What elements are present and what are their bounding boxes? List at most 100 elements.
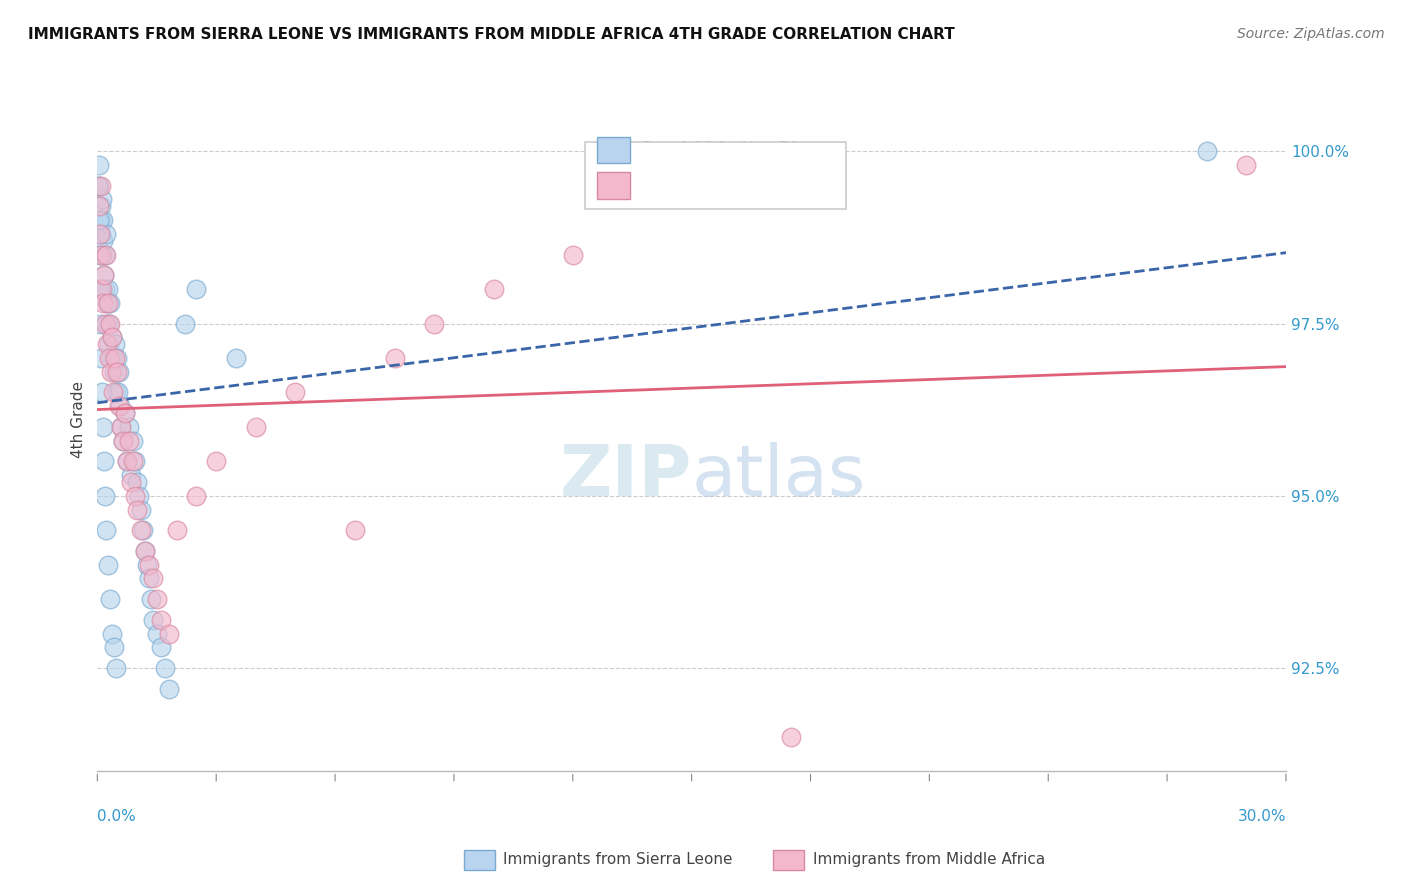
Text: 0.0%: 0.0%	[97, 809, 136, 824]
Point	[90, 385, 112, 400]
Point	[97, 558, 120, 572]
Point	[122, 454, 145, 468]
Point	[482, 282, 505, 296]
Point	[91, 213, 114, 227]
Point	[125, 475, 148, 489]
Point	[128, 489, 150, 503]
Point	[1195, 145, 1218, 159]
Point	[153, 661, 176, 675]
Point	[93, 268, 115, 283]
Point	[112, 434, 135, 448]
Point	[91, 234, 114, 248]
Text: ZIP: ZIP	[560, 442, 692, 511]
Point	[146, 626, 169, 640]
Point	[166, 523, 188, 537]
Point	[138, 558, 160, 572]
Point	[105, 351, 128, 365]
Point	[561, 247, 583, 261]
Point	[129, 502, 152, 516]
Point	[91, 282, 114, 296]
Point	[146, 592, 169, 607]
FancyBboxPatch shape	[585, 143, 846, 209]
Point	[87, 178, 110, 193]
Point	[98, 295, 121, 310]
Point	[98, 337, 121, 351]
Point	[173, 317, 195, 331]
Point	[142, 613, 165, 627]
Point	[90, 213, 112, 227]
Point	[103, 385, 125, 400]
Point	[100, 592, 122, 607]
Point	[89, 227, 111, 241]
Point	[120, 468, 142, 483]
Point	[90, 227, 112, 241]
Point	[91, 247, 114, 261]
Point	[135, 558, 157, 572]
Point	[149, 613, 172, 627]
Text: Immigrants from Middle Africa: Immigrants from Middle Africa	[813, 853, 1045, 867]
Point	[90, 178, 112, 193]
Point	[107, 385, 129, 400]
Point	[186, 489, 208, 503]
Point	[103, 351, 125, 365]
Point	[104, 337, 127, 351]
Point	[129, 523, 152, 537]
Point	[90, 351, 112, 365]
Point	[94, 282, 117, 296]
Point	[87, 199, 110, 213]
Point	[225, 351, 247, 365]
Point	[89, 282, 111, 296]
Point	[124, 454, 146, 468]
Point	[93, 454, 115, 468]
FancyBboxPatch shape	[596, 172, 630, 199]
Point	[157, 681, 180, 696]
Point	[110, 420, 132, 434]
Point	[125, 502, 148, 516]
Point	[110, 399, 132, 413]
Text: Immigrants from Sierra Leone: Immigrants from Sierra Leone	[503, 853, 733, 867]
Point	[87, 247, 110, 261]
Point	[384, 351, 406, 365]
Point	[284, 385, 307, 400]
Point	[134, 544, 156, 558]
Point	[110, 420, 132, 434]
Text: R = 0.226   N = 70: R = 0.226 N = 70	[641, 140, 799, 159]
Point	[118, 420, 141, 434]
Text: IMMIGRANTS FROM SIERRA LEONE VS IMMIGRANTS FROM MIDDLE AFRICA 4TH GRADE CORRELAT: IMMIGRANTS FROM SIERRA LEONE VS IMMIGRAN…	[28, 27, 955, 42]
Text: atlas: atlas	[692, 442, 866, 511]
Point	[108, 365, 131, 379]
Point	[343, 523, 366, 537]
Point	[89, 247, 111, 261]
Point	[104, 661, 127, 675]
Point	[105, 385, 128, 400]
Point	[112, 434, 135, 448]
Point	[89, 199, 111, 213]
Point	[105, 365, 128, 379]
Point	[96, 317, 118, 331]
Point	[104, 351, 127, 365]
Point	[101, 330, 124, 344]
Point	[94, 247, 117, 261]
Point	[101, 626, 124, 640]
Point	[97, 282, 120, 296]
Point	[138, 572, 160, 586]
Point	[139, 592, 162, 607]
Text: R = 0.350   N = 47: R = 0.350 N = 47	[641, 176, 799, 194]
Point	[94, 317, 117, 331]
Point	[423, 317, 446, 331]
FancyBboxPatch shape	[596, 136, 630, 163]
Point	[103, 365, 125, 379]
Text: 30.0%: 30.0%	[1237, 809, 1286, 824]
Point	[98, 351, 121, 365]
Point	[94, 489, 117, 503]
Point	[91, 420, 114, 434]
Point	[100, 365, 122, 379]
Point	[97, 295, 120, 310]
Point	[186, 282, 208, 296]
Point	[94, 247, 117, 261]
Point	[120, 475, 142, 489]
Point	[94, 227, 117, 241]
Point	[142, 572, 165, 586]
Point	[87, 213, 110, 227]
Point	[103, 640, 125, 655]
